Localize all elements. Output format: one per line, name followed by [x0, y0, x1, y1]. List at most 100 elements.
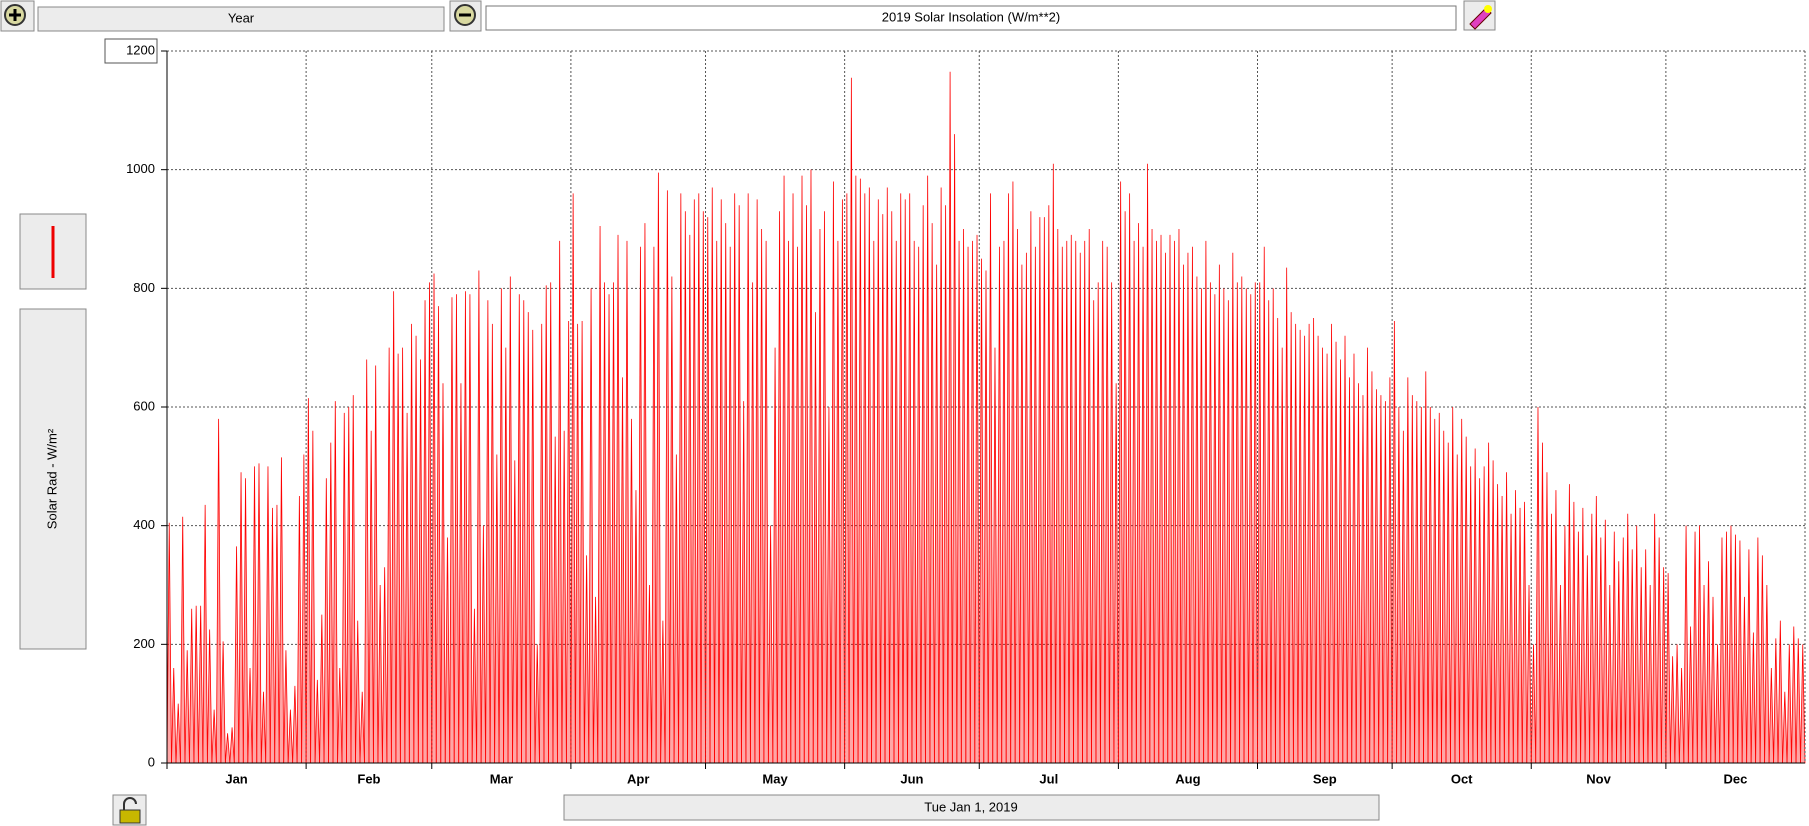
- daily-peak: [269, 507, 276, 764]
- daily-peak: [794, 246, 801, 764]
- daily-peak: [1239, 276, 1245, 764]
- period-button[interactable]: Year: [37, 6, 445, 32]
- daily-peak: [1548, 513, 1555, 764]
- daily-peak: [678, 193, 684, 764]
- daily-peak: [1346, 377, 1353, 764]
- daily-peak: [516, 294, 522, 764]
- daily-peak: [386, 347, 392, 764]
- title-box: 2019 Solar Insolation (W/m**2): [485, 5, 1457, 31]
- daily-peak: [664, 190, 671, 764]
- x-tick-label: Mar: [490, 771, 513, 786]
- daily-peak: [404, 412, 410, 764]
- daily-peak: [1319, 347, 1326, 764]
- daily-peak: [1207, 282, 1214, 764]
- daily-peak: [628, 418, 635, 764]
- daily-peak: [1234, 282, 1240, 764]
- daily-peak: [884, 187, 890, 764]
- daily-peak: [655, 172, 662, 764]
- daily-peak: [651, 246, 657, 764]
- daily-peak: [1248, 294, 1254, 764]
- daily-peak: [435, 306, 442, 764]
- zoom-out-button[interactable]: [449, 0, 482, 32]
- daily-peak: [1427, 406, 1433, 764]
- daily-peak: [839, 199, 846, 764]
- daily-peak: [781, 175, 787, 764]
- x-tick-label: Nov: [1586, 771, 1611, 786]
- daily-peak: [337, 668, 343, 764]
- daily-peak: [220, 641, 226, 764]
- daily-peak: [1306, 323, 1312, 764]
- x-tick-label: Dec: [1724, 771, 1748, 786]
- daily-peak: [785, 240, 792, 764]
- daily-peak: [866, 187, 872, 764]
- daily-peak: [682, 211, 688, 764]
- daily-peak: [727, 246, 733, 764]
- daily-peak: [247, 668, 253, 764]
- daily-peak: [350, 395, 356, 764]
- daily-peak: [1261, 246, 1267, 764]
- daily-peak: [548, 282, 554, 764]
- daily-peak: [1476, 478, 1483, 764]
- daily-peak: [1149, 228, 1155, 764]
- daily-peak: [1499, 495, 1505, 764]
- daily-peak: [745, 193, 751, 764]
- daily-peak: [601, 282, 608, 764]
- daily-peak: [1665, 573, 1671, 764]
- daily-peak: [1418, 406, 1424, 764]
- daily-peak: [857, 178, 863, 764]
- daily-peak: [633, 490, 639, 764]
- x-tick-label: Jun: [900, 771, 923, 786]
- daily-peak: [458, 383, 464, 764]
- daily-peak: [1638, 567, 1644, 764]
- daily-peak: [736, 205, 742, 764]
- daily-peak: [1333, 341, 1339, 764]
- daily-peak: [184, 650, 190, 764]
- daily-peak: [566, 320, 572, 764]
- daily-peak: [610, 282, 617, 764]
- daily-peak: [1777, 620, 1783, 764]
- daily-peak: [642, 223, 648, 764]
- daily-peak: [987, 193, 994, 764]
- daily-peak: [1423, 371, 1429, 764]
- series-swatch-button[interactable]: [19, 213, 87, 290]
- daily-peak: [1297, 329, 1303, 764]
- axis-label-button[interactable]: Solar Rad - W/m²: [19, 308, 87, 650]
- date-button[interactable]: Tue Jan 1, 2019: [563, 794, 1380, 821]
- daily-peak: [1611, 531, 1617, 764]
- daily-peak: [992, 347, 998, 764]
- daily-peak: [1714, 644, 1721, 764]
- daily-peak: [1144, 163, 1151, 764]
- daily-peak: [1607, 584, 1613, 764]
- daily-peak: [723, 223, 729, 764]
- y-axis-label: Solar Rad - W/m²: [44, 428, 59, 529]
- lock-button[interactable]: [112, 794, 147, 826]
- daily-peak: [875, 199, 881, 764]
- daily-peak: [574, 323, 581, 764]
- daily-peak: [1086, 228, 1092, 764]
- daily-peak: [1405, 377, 1411, 764]
- zoom-in-button[interactable]: [0, 0, 35, 32]
- daily-peak: [1602, 519, 1608, 764]
- daily-peak: [956, 240, 962, 764]
- daily-peak: [1557, 584, 1564, 764]
- daily-peak: [1324, 353, 1330, 764]
- y-tick-label: 1000: [126, 161, 155, 176]
- daily-peak: [1539, 442, 1546, 764]
- marker-icon-button[interactable]: [1463, 0, 1496, 31]
- daily-peak: [1391, 320, 1398, 764]
- y-tick-label: 800: [133, 280, 155, 295]
- daily-peak: [619, 377, 626, 764]
- daily-peak: [1162, 252, 1169, 764]
- daily-peak: [1275, 317, 1281, 764]
- daily-peak: [440, 383, 446, 764]
- daily-peak: [1167, 234, 1173, 764]
- daily-peak: [1701, 584, 1707, 764]
- daily-peak: [660, 620, 666, 764]
- daily-peak: [1355, 383, 1362, 764]
- daily-peak: [193, 605, 199, 764]
- daily-peak: [741, 401, 747, 764]
- daily-peak: [1055, 228, 1061, 764]
- daily-peak: [274, 504, 280, 764]
